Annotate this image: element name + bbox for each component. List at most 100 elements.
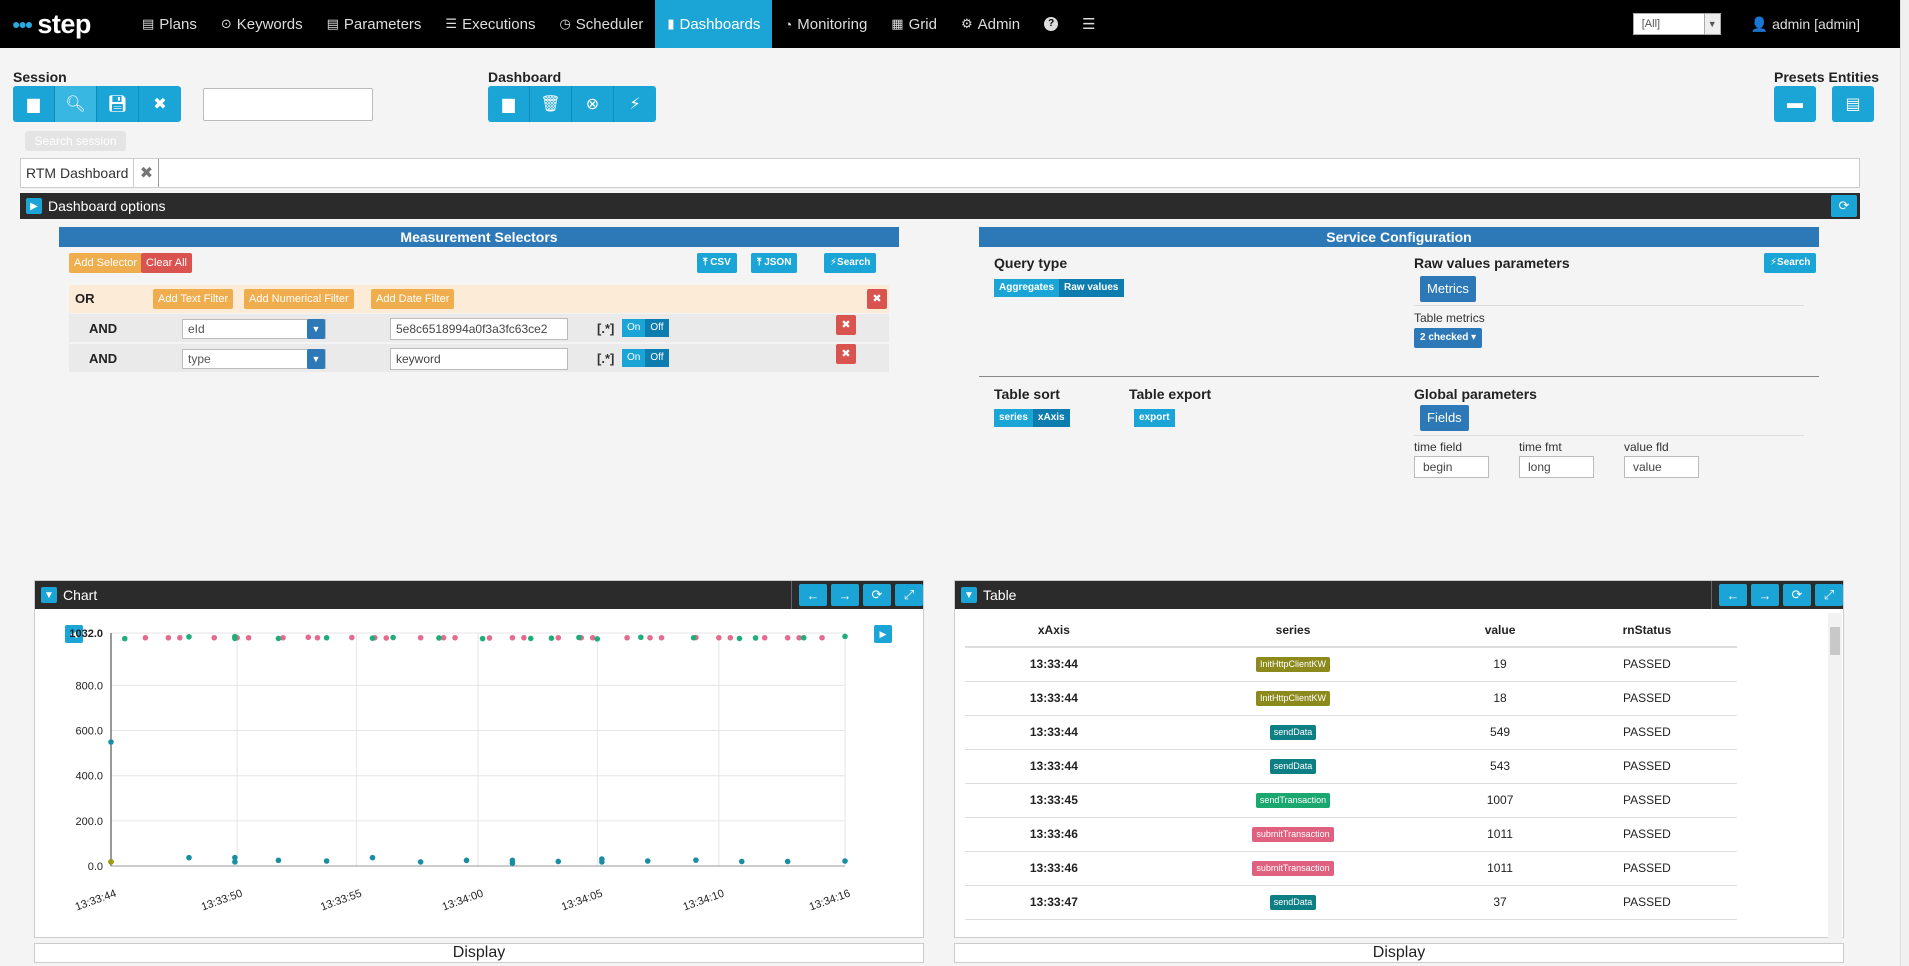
save-session-button[interactable]: 💾︎ [97,86,139,122]
nav-item-plans[interactable]: ▤ Plans [130,0,209,48]
nav-item-admin[interactable]: ⚙ Admin [949,0,1032,48]
help-icon[interactable]: ? [1032,0,1070,48]
fields-tab[interactable]: Fields [1420,405,1469,431]
expand-table-button[interactable]: ⤢ [1815,584,1843,606]
add-text-filter-button[interactable]: Add Text Filter [153,289,234,309]
run-dashboard-button[interactable]: ⚡︎ [614,86,656,122]
chevron-down-icon[interactable]: ▼ [307,319,325,339]
csv-button[interactable]: ⤒ CSV [697,253,737,273]
add-date-filter-button[interactable]: Add Date Filter [371,289,455,309]
toggle-on[interactable]: On [622,349,646,367]
clear-dashboard-button[interactable]: ⊗ [572,86,614,122]
xaxis-option[interactable]: xAxis [1032,409,1070,427]
time-fmt-input[interactable]: long [1519,456,1594,478]
chevron-down-icon[interactable]: ▼ [41,587,57,603]
export-option[interactable]: export [1134,409,1175,427]
filter-value-input[interactable]: 5e8c6518994a0f3a3fc63ce2 [390,318,568,340]
new-dashboard-button[interactable]: ▆ [488,86,530,122]
remove-group-button[interactable]: ✖ [867,289,887,309]
table-widget-bar[interactable]: ▼ Table [955,581,1843,609]
chart-prev-button[interactable]: ◀ [65,625,83,643]
refresh-table-button[interactable]: ⟳ [1783,584,1811,606]
chevron-right-icon[interactable]: ▶ [26,198,42,214]
chart-display-button[interactable]: Display [34,943,924,963]
refresh-chart-button[interactable]: ⟳ [863,584,891,606]
table-sort-toggle[interactable]: series xAxis [994,409,1070,427]
new-session-button[interactable]: ▆ [13,86,55,122]
delete-dashboard-button[interactable]: 🗑︎ [530,86,572,122]
nav-item-keywords[interactable]: ⊙ Keywords [209,0,315,48]
remove-filter-button[interactable]: ✖ [836,344,856,364]
close-tab-icon[interactable]: ✖ [139,165,154,182]
tab-rtm-dashboard[interactable]: RTM Dashboard ✖ [21,159,160,187]
toggle-off[interactable]: Off [645,319,669,337]
service-search-button[interactable]: ⚡︎Search [1764,253,1817,273]
user-menu[interactable]: 👤 admin [admin] [1751,16,1900,33]
session-name-input[interactable] [203,88,373,121]
data-point [842,633,848,640]
nav-item-dashboards[interactable]: ▮ Dashboards [655,0,773,48]
move-left-button[interactable]: ← [799,584,827,606]
refresh-options-button[interactable]: ⟳ [1831,195,1857,217]
step-logo[interactable]: ●●● step [0,0,130,48]
chart-widget: ▼ Chart ← → ⟳ ⤢ ◀ ▶ 1032.0 800.0 600.0 400.… [34,580,924,938]
table-scrollbar[interactable] [1828,613,1842,943]
table-metrics-dropdown[interactable]: 2 checked ▾ [1414,328,1483,348]
toggle-on[interactable]: On [622,319,646,337]
entities-button[interactable]: ▤ [1832,86,1874,122]
column-header[interactable]: xAxis [965,613,1143,648]
flash-icon: ⚡︎ [830,257,838,268]
nav-item-grid[interactable]: ▦ Grid [879,0,949,48]
metrics-tab[interactable]: Metrics [1420,276,1476,302]
column-header[interactable]: value [1443,613,1557,648]
expand-chart-button[interactable]: ⤢ [895,584,923,606]
close-session-button[interactable]: ✖ [139,86,181,122]
value-fld-input[interactable]: value [1624,456,1699,478]
export-toggle[interactable]: export [1134,409,1175,427]
table-display-button[interactable]: Display [954,943,1844,963]
remove-filter-button[interactable]: ✖ [836,315,856,335]
nav-item-parameters[interactable]: ▤ Parameters [315,0,434,48]
regex-toggle[interactable]: On Off [622,349,669,367]
column-header[interactable]: series [1142,613,1444,648]
chevron-down-icon[interactable]: ▼ [307,349,325,369]
nav-item-monitoring[interactable]: ◔ Monitoring [772,0,879,48]
data-point [390,634,396,641]
dashboard-options-bar[interactable]: ▶ Dashboard options ⟳ [20,193,1860,219]
clear-all-button[interactable]: Clear All [141,253,192,273]
field-select[interactable]: eId [182,319,326,339]
data-point [527,635,534,642]
nav-item-label: Admin [977,15,1021,33]
selectors-search-button[interactable]: ⚡︎Search [824,253,877,273]
chevron-down-icon[interactable]: ▼ [961,587,977,603]
presets-button[interactable]: ▬ [1774,86,1816,122]
target-icon: ⊙ [220,16,232,31]
nav-item-scheduler[interactable]: ◷ Scheduler [547,0,655,48]
tenant-select[interactable]: [All] ▼ [1632,13,1721,35]
move-left-button[interactable]: ← [1719,584,1747,606]
regex-toggle[interactable]: On Off [622,319,669,337]
toggle-off[interactable]: Off [645,349,669,367]
filter-value-input[interactable]: keyword [390,348,568,370]
page-scrollbar[interactable] [1900,0,1909,966]
aggregates-option[interactable]: Aggregates [994,279,1060,297]
column-header[interactable]: rnStatus [1556,613,1737,648]
menu-icon[interactable]: ☰ [1082,16,1096,33]
scatter-chart: 1032.0 800.0 600.0 400.0 200.0 0.0 13:33:44 13:… [69,628,852,911]
add-selector-button[interactable]: Add Selector [69,253,142,273]
time-field-input[interactable]: begin [1414,456,1489,478]
series-option[interactable]: series [994,409,1033,427]
move-right-button[interactable]: → [1751,584,1779,606]
move-right-button[interactable]: → [831,584,859,606]
table-metrics-label: Table metrics [1414,311,1485,325]
raw-values-option[interactable]: Raw values [1059,279,1124,297]
scrollbar-thumb[interactable] [1830,627,1840,655]
chart-widget-bar[interactable]: ▼ Chart [35,581,923,609]
add-numerical-filter-button[interactable]: Add Numerical Filter [244,289,354,309]
query-type-toggle[interactable]: Aggregates Raw values [994,279,1124,297]
search-session-button[interactable]: 🔍︎ [55,86,97,122]
json-button[interactable]: ⤒ JSON [751,253,798,273]
field-select[interactable]: type [182,349,326,369]
chart-next-button[interactable]: ▶ [874,625,892,643]
nav-item-executions[interactable]: ☰ Executions [433,0,547,48]
